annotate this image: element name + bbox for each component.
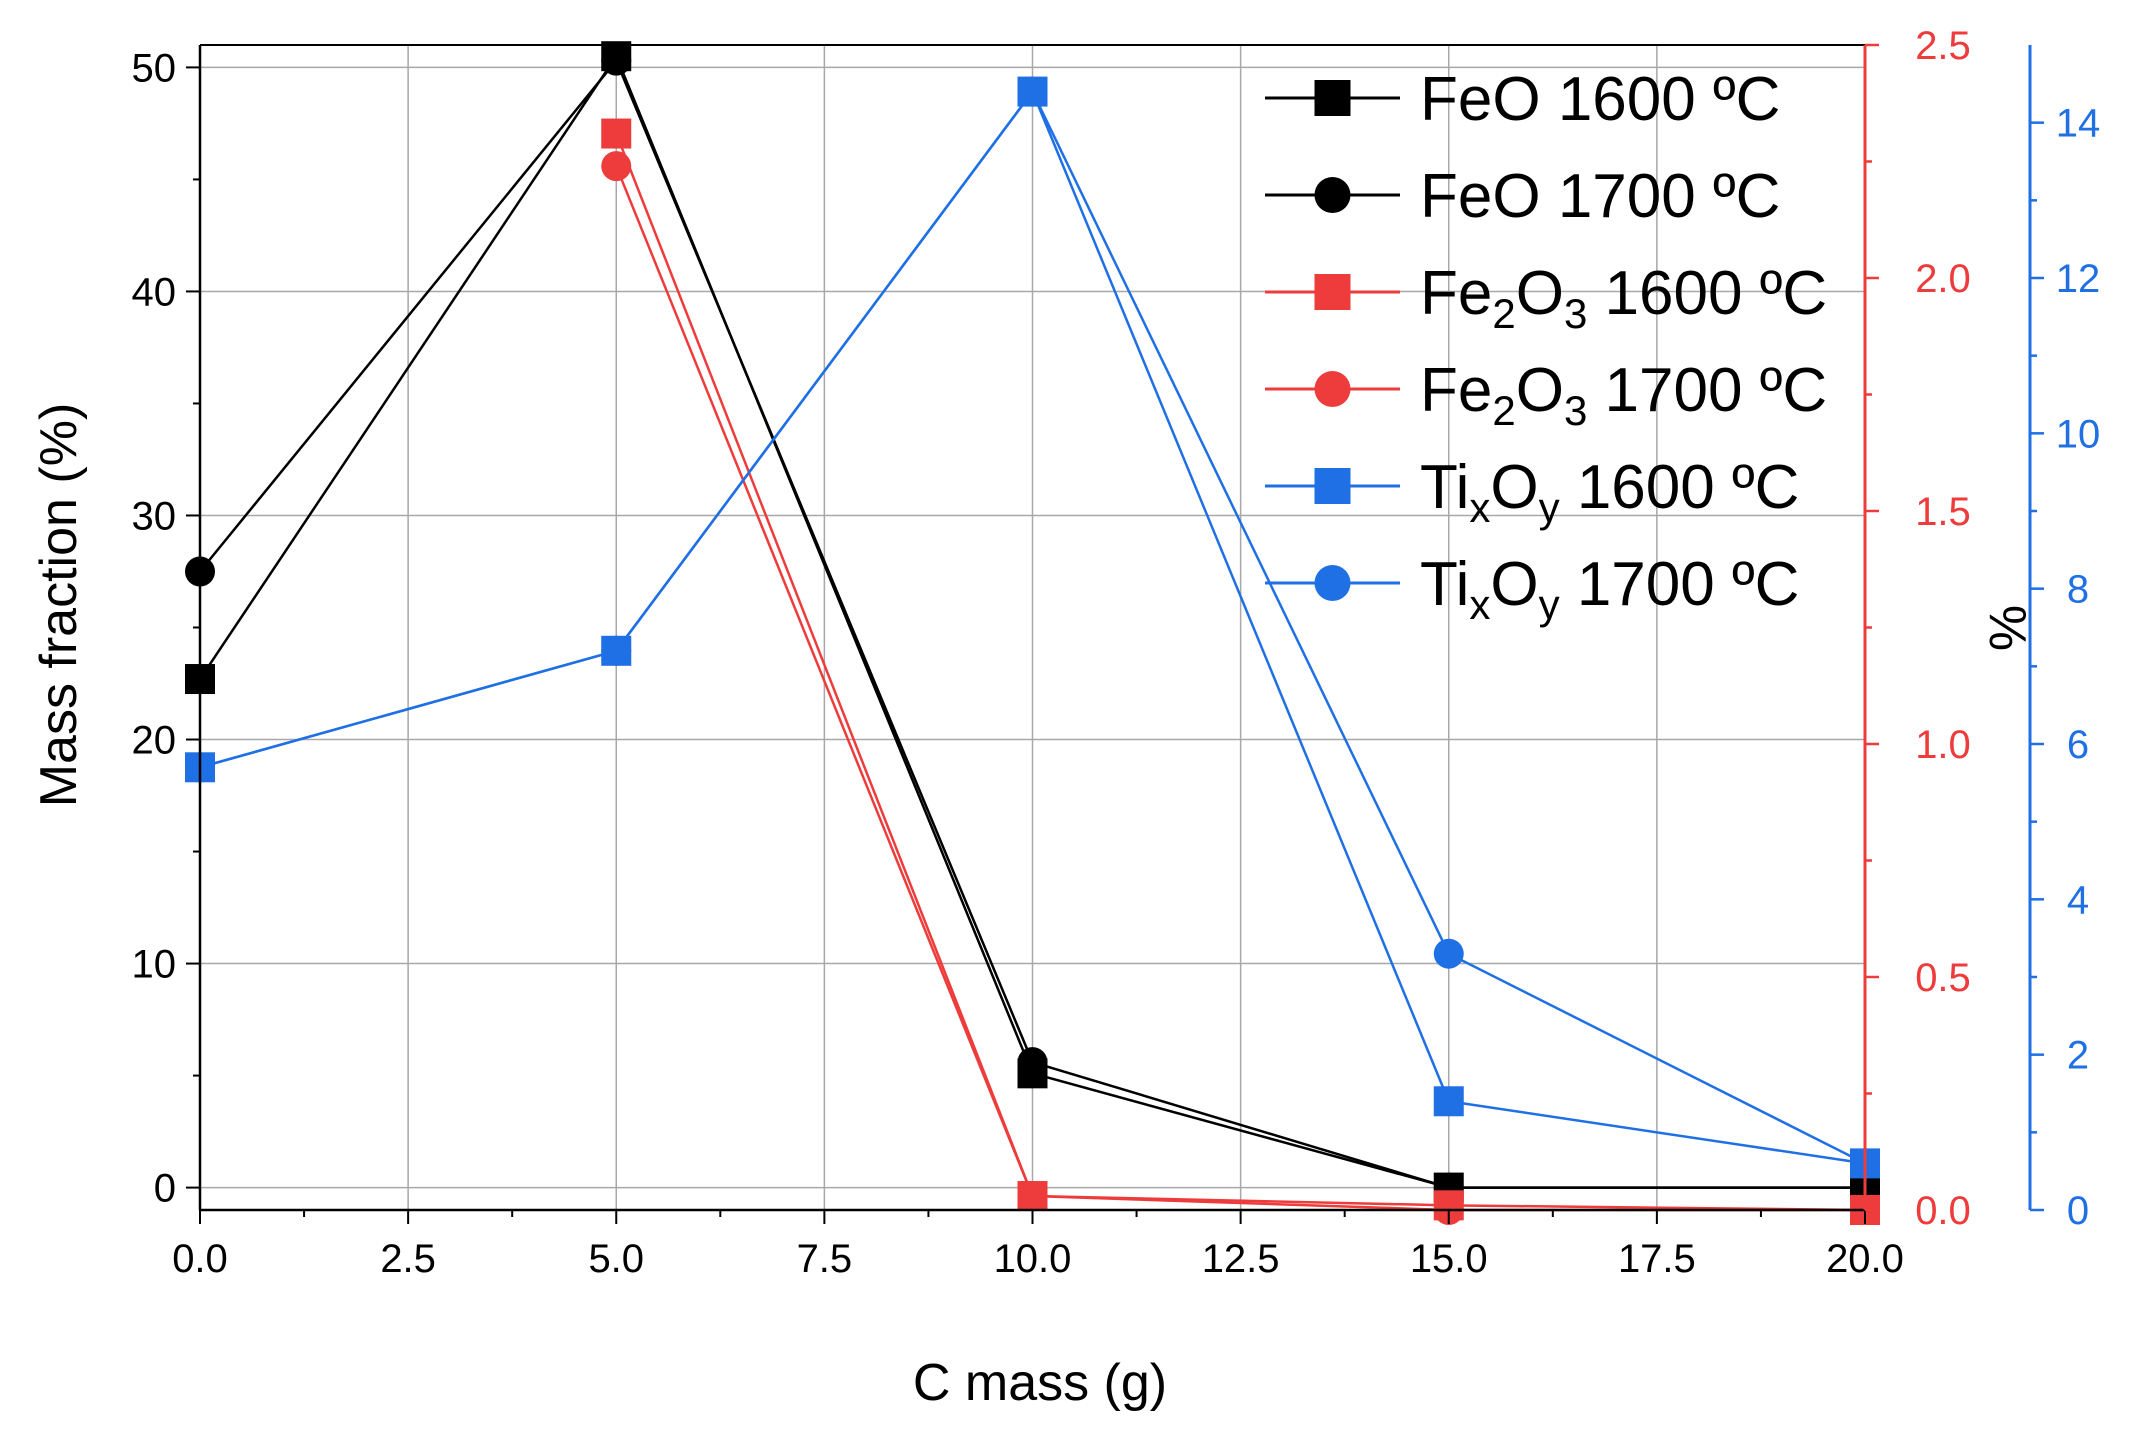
legend-subscript: x — [1469, 484, 1490, 531]
y2-tick-label: 1.5 — [1915, 490, 1971, 534]
y-axis-title: Mass fraction (%) — [30, 403, 88, 808]
data-point — [1017, 1181, 1048, 1212]
x-tick-label: 17.5 — [1618, 1237, 1696, 1281]
y3-tick-label: 4 — [2067, 878, 2089, 922]
data-point — [601, 151, 632, 182]
grid — [199, 45, 1866, 1210]
y2-tick-label: 2.5 — [1915, 24, 1971, 68]
legend-subscript: 2 — [1492, 290, 1515, 337]
legend-text-part: Fe — [1420, 259, 1492, 328]
y2-tick-label: 2.0 — [1915, 257, 1971, 301]
y3-tick-label: 10 — [2056, 412, 2101, 456]
legend-subscript: 3 — [1564, 387, 1587, 434]
x-tick-label: 5.0 — [588, 1237, 644, 1281]
legend-label: Fe2O3 1600 ºC — [1420, 259, 1827, 337]
legend-subscript: x — [1469, 581, 1490, 628]
y3-tick-label: 0 — [2067, 1189, 2089, 1233]
series-5 — [185, 76, 1880, 1179]
y2-tick-label: 1.0 — [1915, 723, 1971, 767]
legend-entry: Fe2O3 1600 ºC — [1265, 259, 1827, 337]
x-tick-label: 0.0 — [172, 1237, 228, 1281]
data-point — [1017, 76, 1048, 107]
y2-axis-title: % — [1978, 605, 2036, 651]
y3-tick-label: 2 — [2067, 1034, 2089, 1078]
legend-label: TixOy 1600 ºC — [1420, 453, 1799, 531]
legend-label: FeO 1700 ºC — [1420, 162, 1780, 231]
y3-tick-label: 8 — [2067, 568, 2089, 612]
y-tick-label: 50 — [132, 46, 177, 90]
x-tick-label: 20.0 — [1826, 1237, 1904, 1281]
y-tick-label: 40 — [132, 270, 177, 314]
legend-entry: Fe2O3 1700 ºC — [1265, 356, 1827, 434]
x-tick-label: 7.5 — [797, 1237, 853, 1281]
legend-text-part: 1600 ºC — [1541, 65, 1781, 134]
y-tick-label: 20 — [132, 719, 177, 763]
legend-text-part: O — [1516, 356, 1564, 425]
legend-entry: TixOy 1700 ºC — [1265, 550, 1799, 628]
legend-marker — [1314, 80, 1351, 116]
legend-text-part: 1600 ºC — [1587, 259, 1827, 328]
legend-marker — [1314, 274, 1351, 310]
x-axis-title: C mass (g) — [913, 1354, 1167, 1412]
x-tick-label: 12.5 — [1202, 1237, 1280, 1281]
legend-subscript: y — [1539, 581, 1560, 628]
data-point — [1017, 1047, 1048, 1078]
legend-label: Fe2O3 1700 ºC — [1420, 356, 1827, 434]
y-tick-label: 0 — [154, 1167, 176, 1211]
data-point — [601, 118, 632, 149]
y-tick-label: 10 — [132, 943, 177, 987]
axes-frame — [186, 43, 2044, 1224]
y2-tick-label: 0.5 — [1915, 956, 1971, 1000]
legend-label: FeO 1600 ºC — [1420, 65, 1780, 134]
legend-text-part: O — [1490, 453, 1538, 522]
data-point — [601, 635, 632, 666]
legend-text-part: Ti — [1420, 453, 1469, 522]
legend-marker — [1314, 468, 1351, 504]
tick-labels: 0.0 2.5 5.0 7.5 10.0 12.5 15.0 17.5 20.001020304… — [132, 24, 2101, 1281]
legend-text-part: FeO — [1420, 65, 1541, 134]
x-tick-label: 10.0 — [994, 1237, 1072, 1281]
series-line — [615, 133, 1866, 1212]
legend-label: TixOy 1700 ºC — [1420, 550, 1799, 628]
legend-text-part: 1600 ºC — [1560, 453, 1800, 522]
y3-tick-label: 6 — [2067, 723, 2089, 767]
legend-marker — [1314, 371, 1351, 407]
data-point — [1433, 1086, 1464, 1117]
data-point — [1433, 938, 1464, 969]
legend-entry: TixOy 1600 ºC — [1265, 453, 1799, 531]
legend-text-part: Ti — [1420, 550, 1469, 619]
legend-text-part: 1700 ºC — [1587, 356, 1827, 425]
y-tick-label: 30 — [132, 494, 177, 538]
y3-tick-label: 14 — [2056, 102, 2101, 146]
legend-subscript: y — [1539, 484, 1560, 531]
legend-subscript: 3 — [1564, 290, 1587, 337]
legend-text-part: Fe — [1420, 356, 1492, 425]
data-point — [601, 45, 632, 76]
legend-marker — [1314, 177, 1351, 213]
legend-text-part: 1700 ºC — [1560, 550, 1800, 619]
legend-text-part: O — [1516, 259, 1564, 328]
legend-text-part: 1700 ºC — [1541, 162, 1781, 231]
y2-tick-label: 0.0 — [1915, 1189, 1971, 1233]
legend-text-part: FeO — [1420, 162, 1541, 231]
x-tick-label: 2.5 — [380, 1237, 436, 1281]
legend-marker — [1314, 565, 1351, 601]
y3-tick-label: 12 — [2056, 257, 2101, 301]
x-tick-label: 15.0 — [1410, 1237, 1488, 1281]
legend-text-part: O — [1490, 550, 1538, 619]
legend-entry: FeO 1700 ºC — [1265, 162, 1780, 231]
legend-entry: FeO 1600 ºC — [1265, 65, 1780, 134]
legend-subscript: 2 — [1492, 387, 1515, 434]
